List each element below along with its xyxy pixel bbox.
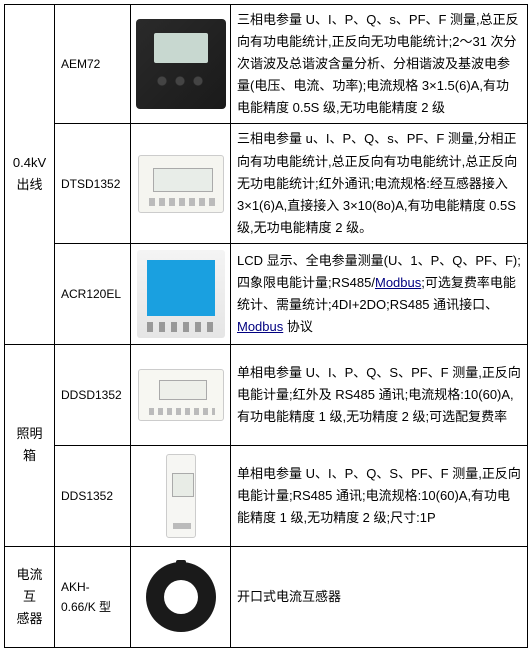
model-cell: AKH-0.66/K 型 <box>55 546 131 647</box>
desc-cell: 开口式电流互感器 <box>231 546 528 647</box>
desc-cell: 三相电参量 U、I、P、Q、s、PF、F 测量,总正反向有功电能统计,正反向无功… <box>231 5 528 124</box>
modbus-link[interactable]: Modbus <box>237 319 283 334</box>
model-cell: AEM72 <box>55 5 131 124</box>
table-row: ACR120EL LCD 显示、全电参量测量(U、1、P、Q、PF、F);四象限… <box>5 243 528 344</box>
model-cell: DDSD1352 <box>55 344 131 445</box>
model-cell: DTSD1352 <box>55 124 131 243</box>
image-cell <box>131 546 231 647</box>
desc-cell: 单相电参量 U、I、P、Q、S、PF、F 测量,正反向电能计量;RS485 通讯… <box>231 445 528 546</box>
image-cell <box>131 243 231 344</box>
table-row: 0.4kV 出线 AEM72 三相电参量 U、I、P、Q、s、PF、F 测量,总… <box>5 5 528 124</box>
table-row: 照明箱 DDSD1352 单相电参量 U、I、P、Q、S、PF、F 测量,正反向… <box>5 344 528 445</box>
product-image-aem72 <box>136 19 226 109</box>
image-cell <box>131 124 231 243</box>
desc-text: 协议 <box>283 319 313 334</box>
product-image-dds1352 <box>166 454 196 538</box>
product-spec-table: 0.4kV 出线 AEM72 三相电参量 U、I、P、Q、s、PF、F 测量,总… <box>4 4 528 648</box>
table-row: DDS1352 单相电参量 U、I、P、Q、S、PF、F 测量,正反向电能计量;… <box>5 445 528 546</box>
desc-cell: 三相电参量 u、I、P、Q、s、PF、F 测量,分相正向有功电能统计,总正反向有… <box>231 124 528 243</box>
category-cell: 电流互 感器 <box>5 546 55 647</box>
product-image-acr120el <box>137 250 225 338</box>
desc-cell: 单相电参量 U、I、P、Q、S、PF、F 测量,正反向电能计量;红外及 RS48… <box>231 344 528 445</box>
image-cell <box>131 5 231 124</box>
table-row: 电流互 感器 AKH-0.66/K 型 开口式电流互感器 <box>5 546 528 647</box>
table-row: DTSD1352 三相电参量 u、I、P、Q、s、PF、F 测量,分相正向有功电… <box>5 124 528 243</box>
product-image-akh066k <box>146 562 216 632</box>
model-cell: ACR120EL <box>55 243 131 344</box>
image-cell <box>131 445 231 546</box>
category-cell: 照明箱 <box>5 344 55 546</box>
desc-cell: LCD 显示、全电参量测量(U、1、P、Q、PF、F);四象限电能计量;RS48… <box>231 243 528 344</box>
product-image-ddsd1352 <box>138 369 224 421</box>
product-image-dtsd1352 <box>138 155 224 213</box>
image-cell <box>131 344 231 445</box>
modbus-link[interactable]: Modbus <box>375 275 421 290</box>
model-cell: DDS1352 <box>55 445 131 546</box>
category-cell: 0.4kV 出线 <box>5 5 55 345</box>
